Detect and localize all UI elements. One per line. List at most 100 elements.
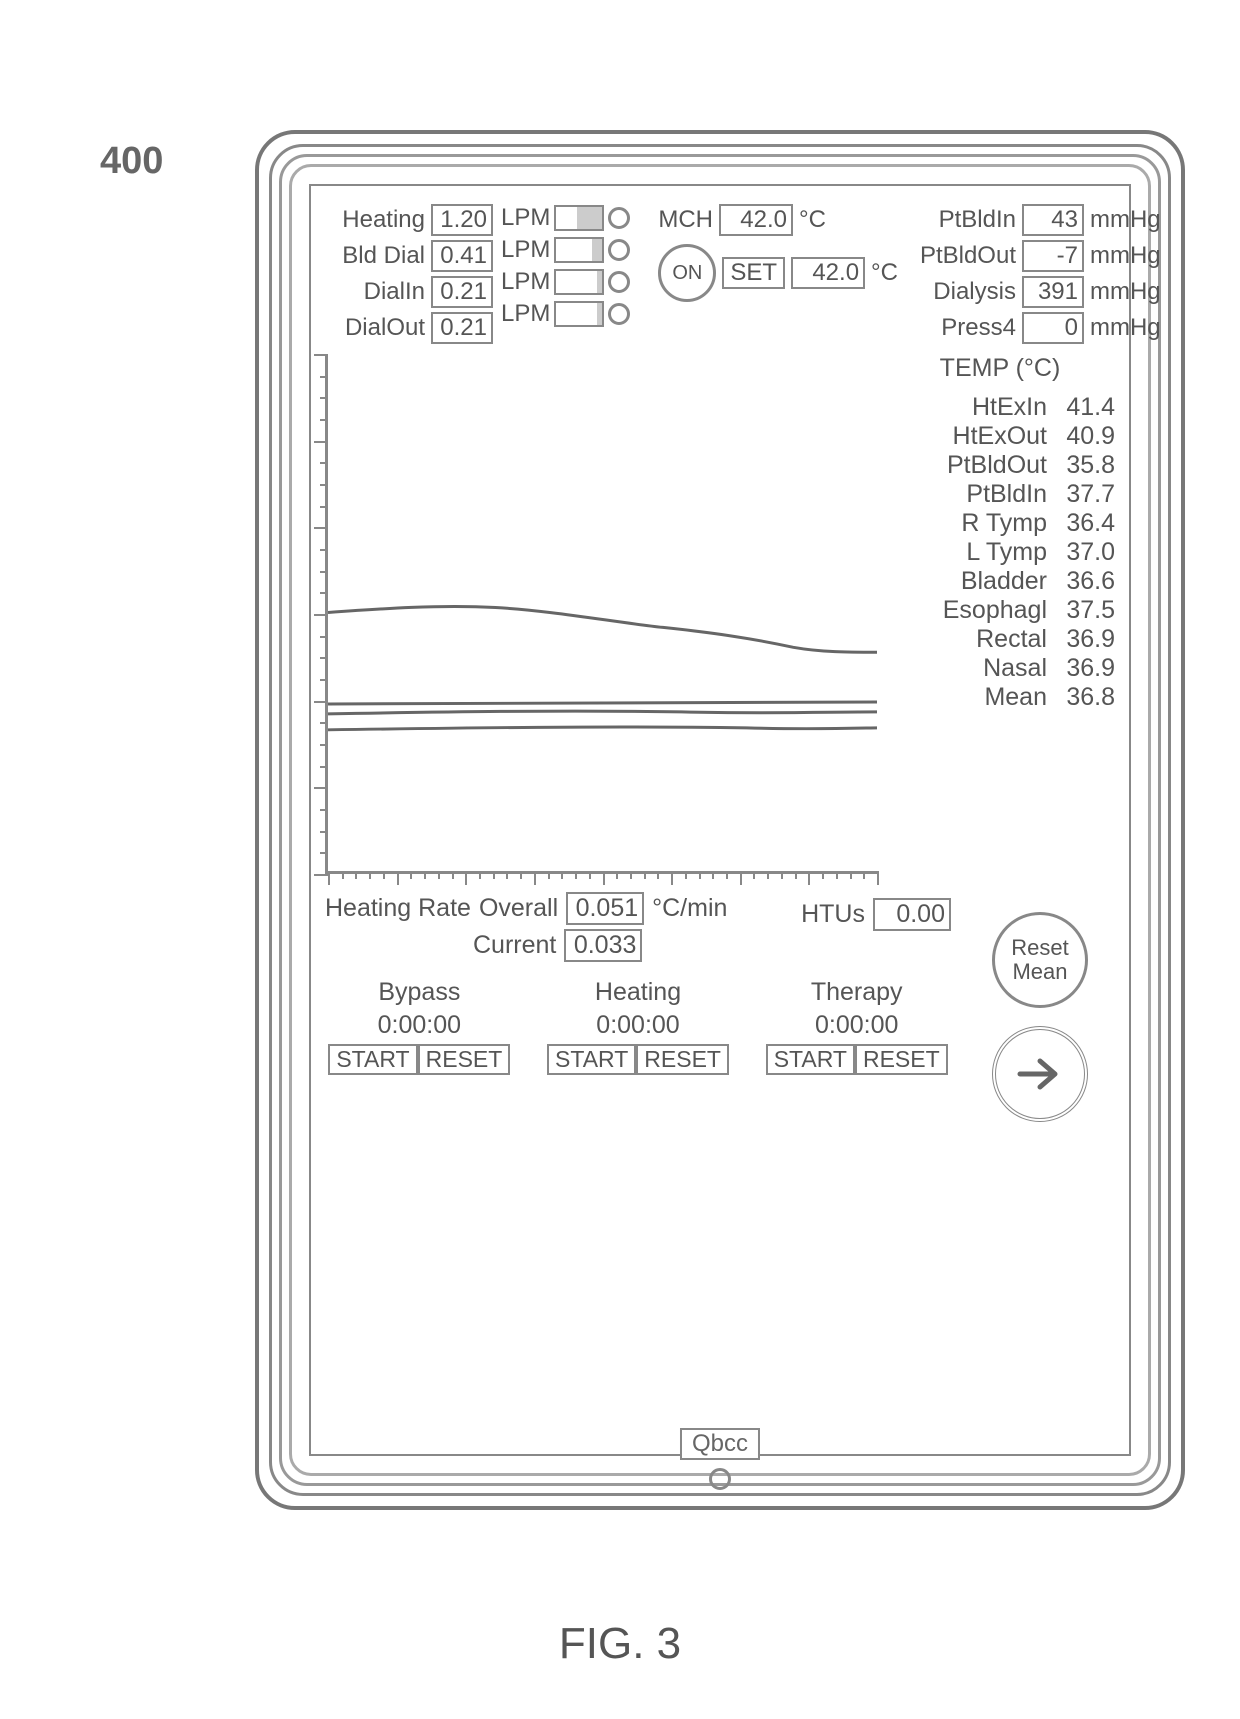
timer-value: 0:00:00 <box>762 1011 951 1040</box>
device-frame: Heating1.20 Bld Dial0.41 DialIn0.21 Dial… <box>255 130 1185 1510</box>
temp-row: Rectal 36.9 <box>885 625 1115 654</box>
temp-name: R Tymp <box>885 509 1047 538</box>
htu-label: HTUs <box>801 900 865 929</box>
temp-value: 36.8 <box>1055 683 1115 712</box>
mch-unit: °C <box>799 206 826 234</box>
temp-name: PtBldIn <box>885 480 1047 509</box>
timers: Bypass0:00:00STARTRESETHeating0:00:00STA… <box>325 978 951 1075</box>
timer-reset-button[interactable]: RESET <box>418 1044 511 1075</box>
bottom-right: Reset Mean <box>965 892 1115 1122</box>
temperature-list: TEMP (°C) HtExIn41.4HtExOut40.9PtBldOut3… <box>885 354 1115 874</box>
mch-on-button[interactable]: ON <box>658 244 716 302</box>
temp-value: 41.4 <box>1055 393 1115 422</box>
current-value: 0.033 <box>564 929 642 962</box>
timer-name: Heating <box>544 978 733 1007</box>
temp-header: TEMP (°C) <box>885 354 1115 383</box>
temp-value: 40.9 <box>1055 422 1115 451</box>
flow-unit: LPM <box>501 268 550 296</box>
temp-name: Esophagl <box>885 596 1047 625</box>
flow-bars: LPM LPM LPM LPM <box>501 204 630 328</box>
timer-start-button[interactable]: START <box>547 1044 636 1075</box>
pressure-unit: mmHg <box>1090 278 1164 306</box>
pressure-label: PtBldOut <box>906 242 1016 270</box>
reset-mean-line2: Mean <box>1012 960 1067 984</box>
timer-heating: Heating 0:00:00 STARTRESET <box>544 978 733 1075</box>
temp-name: Rectal <box>885 625 1047 654</box>
pressure-unit: mmHg <box>1090 242 1164 270</box>
temp-name: Mean <box>885 683 1047 712</box>
pressure-value: 43 <box>1022 204 1084 236</box>
temp-row: L Tymp37.0 <box>885 538 1115 567</box>
flow-bar <box>554 301 604 327</box>
current-label: Current <box>473 931 556 960</box>
timer-reset-button[interactable]: RESET <box>855 1044 948 1075</box>
flow-rates: Heating1.20 Bld Dial0.41 DialIn0.21 Dial… <box>325 204 493 344</box>
temp-name: Nasal <box>885 654 1047 683</box>
reset-mean-button[interactable]: Reset Mean <box>992 912 1088 1008</box>
flow-bar <box>554 205 604 231</box>
bottom-left: Heating Rate Overall 0.051 °C/min Curren… <box>325 892 951 1122</box>
chart-row: TEMP (°C) HtExIn41.4HtExOut40.9PtBldOut3… <box>325 354 1115 874</box>
rate-unit: °C/min <box>652 894 727 923</box>
temp-row: PtBldOut35.8 <box>885 451 1115 480</box>
pressure-block: PtBldIn43mmHg PtBldOut-7mmHg Dialysis391… <box>906 204 1164 344</box>
flow-bar <box>554 269 604 295</box>
temp-row: PtBldIn 37.7 <box>885 480 1115 509</box>
temp-row: Esophagl37.5 <box>885 596 1115 625</box>
temp-value: 36.9 <box>1055 625 1115 654</box>
temp-name: PtBldOut <box>885 451 1047 480</box>
flow-label: Heating <box>325 206 425 234</box>
temp-value: 36.6 <box>1055 567 1115 596</box>
timer-therapy: Therapy 0:00:00 STARTRESET <box>762 978 951 1075</box>
timer-reset-button[interactable]: RESET <box>636 1044 729 1075</box>
temp-value: 37.7 <box>1055 480 1115 509</box>
mch-label: MCH <box>658 206 713 234</box>
screen: Heating1.20 Bld Dial0.41 DialIn0.21 Dial… <box>309 184 1131 1456</box>
mch-set-unit: °C <box>871 259 898 287</box>
flow-label: DialIn <box>325 278 425 306</box>
flow-value: 1.20 <box>431 204 493 236</box>
next-arrow-button[interactable] <box>992 1026 1088 1122</box>
temp-row: Mean 36.8 <box>885 683 1115 712</box>
temp-name: HtExIn <box>885 393 1047 422</box>
status-indicator <box>608 239 630 261</box>
temp-name: L Tymp <box>885 538 1047 567</box>
status-indicator <box>608 271 630 293</box>
flow-unit: LPM <box>501 236 550 264</box>
status-indicator <box>608 303 630 325</box>
timer-start-button[interactable]: START <box>766 1044 855 1075</box>
flow-value: 0.41 <box>431 240 493 272</box>
pressure-value: 0 <box>1022 312 1084 344</box>
temp-row: HtExOut40.9 <box>885 422 1115 451</box>
temp-value: 36.9 <box>1055 654 1115 683</box>
chart-svg <box>328 354 877 871</box>
arrow-right-icon <box>1015 1049 1065 1099</box>
temp-row: R Tymp36.4 <box>885 509 1115 538</box>
reset-mean-line1: Reset <box>1011 936 1068 960</box>
top-row: Heating1.20 Bld Dial0.41 DialIn0.21 Dial… <box>325 204 1115 344</box>
mch-block: MCH 42.0 °C ON SET 42.0 °C <box>658 204 898 302</box>
flow-value: 0.21 <box>431 312 493 344</box>
timer-value: 0:00:00 <box>325 1011 514 1040</box>
mch-set-value: 42.0 <box>791 257 865 289</box>
timer-start-button[interactable]: START <box>328 1044 417 1075</box>
overall-label: Overall <box>479 894 558 923</box>
temperature-chart <box>325 354 877 874</box>
pressure-unit: mmHg <box>1090 206 1164 234</box>
figure-ref: 400 <box>100 140 163 183</box>
flow-value: 0.21 <box>431 276 493 308</box>
pressure-value: 391 <box>1022 276 1084 308</box>
overall-value: 0.051 <box>566 892 644 925</box>
heating-rate-label: Heating Rate <box>325 894 471 923</box>
pressure-label: Press4 <box>906 314 1016 342</box>
mch-set-button[interactable]: SET <box>722 257 785 289</box>
pressure-value: -7 <box>1022 240 1084 272</box>
timer-name: Therapy <box>762 978 951 1007</box>
home-button[interactable] <box>709 1468 731 1490</box>
timer-value: 0:00:00 <box>544 1011 733 1040</box>
temp-name: Bladder <box>885 567 1047 596</box>
qbcc-button[interactable]: Qbcc <box>680 1428 760 1460</box>
temp-row: HtExIn 41.4 <box>885 393 1115 422</box>
figure-caption: FIG. 3 <box>559 1619 681 1669</box>
htu-value: 0.00 <box>873 898 951 931</box>
